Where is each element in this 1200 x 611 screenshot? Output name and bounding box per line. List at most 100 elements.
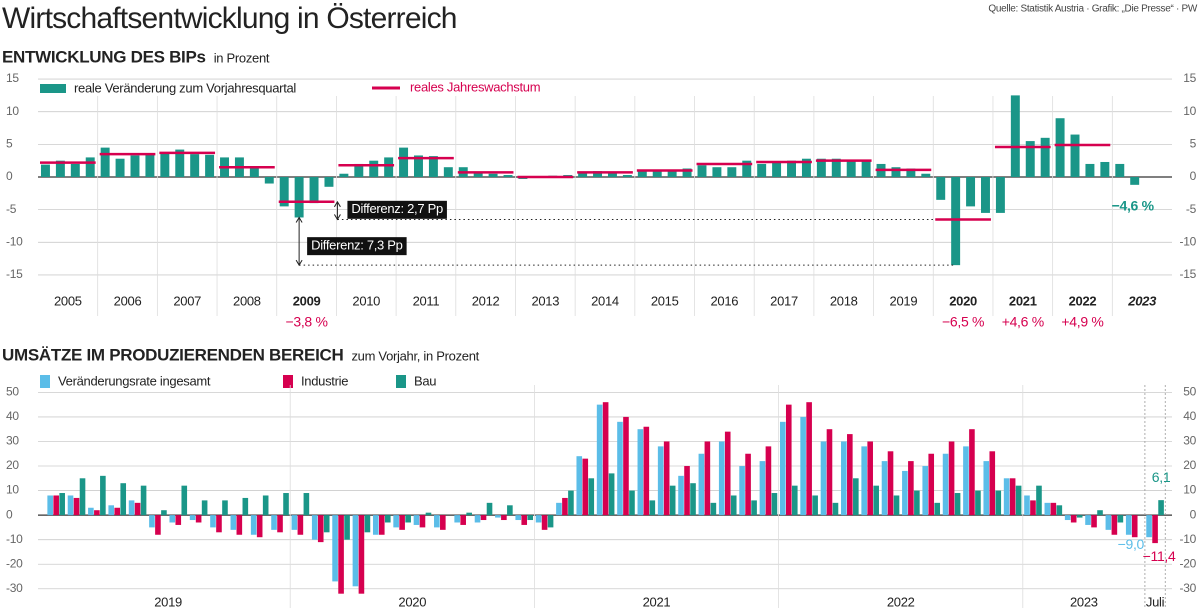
bar (1105, 515, 1112, 530)
bar (922, 466, 929, 516)
page-title: Wirtschaftsentwicklung in Österreich (2, 2, 457, 35)
bar (914, 490, 920, 516)
bar (94, 510, 100, 516)
y-tick-label: 50 (6, 385, 19, 399)
bar (1111, 515, 1118, 535)
bar (384, 515, 391, 523)
bar (443, 167, 453, 177)
bar (757, 163, 767, 177)
y-tick-label: -5 (1186, 202, 1197, 216)
bar (578, 171, 588, 177)
x-tick-label: 2022 (887, 594, 915, 609)
bar (562, 497, 568, 516)
legend-label: Veränderungsrate ingesamt (58, 373, 211, 388)
bar (503, 175, 513, 177)
bar (372, 515, 379, 535)
bar (120, 483, 127, 516)
bar (853, 478, 859, 516)
bar (399, 515, 405, 530)
y-tick-label: -10 (1180, 532, 1197, 546)
y-tick-label: -20 (1180, 556, 1197, 570)
bar (1097, 510, 1103, 516)
x-tick-label: 2006 (114, 293, 142, 308)
bar (1130, 177, 1140, 185)
bar (140, 485, 147, 516)
bar (727, 167, 737, 177)
bar (1009, 478, 1016, 516)
bar (190, 154, 200, 177)
bar (352, 515, 359, 587)
value-label: +4,9 % (1061, 314, 1103, 330)
y-tick-label: 5 (1190, 137, 1197, 151)
y-tick-label: -10 (6, 532, 23, 546)
legend-swatch (40, 84, 66, 93)
bar (236, 515, 243, 535)
bar (507, 505, 513, 516)
y-tick-label: 5 (6, 137, 13, 151)
y-tick-label: -30 (6, 581, 23, 595)
bar (995, 177, 1005, 213)
bar (861, 446, 867, 516)
bar (1117, 515, 1124, 523)
bar (460, 515, 466, 525)
bar (474, 515, 481, 523)
bar (841, 441, 847, 516)
bar (59, 493, 65, 516)
bar (893, 495, 900, 516)
bar (622, 175, 632, 177)
bar (682, 168, 692, 177)
source: Quelle: Statistik Austria · Grafik: „Die… (988, 4, 1197, 15)
bar (697, 165, 707, 177)
bar (710, 502, 717, 516)
bar (861, 160, 871, 177)
x-tick-label: 2015 (651, 293, 679, 308)
bar (414, 155, 423, 177)
bar (262, 495, 269, 516)
bar (317, 515, 324, 543)
bar (73, 497, 80, 516)
bar (210, 515, 216, 528)
bar (364, 515, 371, 533)
bar (881, 461, 888, 516)
bar (1115, 163, 1125, 177)
bar (1085, 163, 1095, 177)
x-tick-label: 2014 (591, 293, 619, 308)
bar (279, 177, 289, 207)
bar (826, 429, 833, 516)
bar (602, 402, 609, 516)
x-tick-label: 2019 (890, 293, 918, 308)
x-tick-label: 2011 (413, 293, 440, 308)
bar (724, 431, 731, 516)
bar (128, 500, 135, 516)
bar (256, 515, 263, 538)
bar (55, 160, 65, 177)
bar (832, 502, 839, 516)
bar (759, 461, 766, 516)
bar (413, 515, 420, 525)
bar (466, 512, 472, 516)
bar (486, 502, 493, 516)
y-tick-label: -5 (6, 202, 17, 216)
y-tick-label: -10 (6, 234, 23, 248)
section-title: UMSÄTZE IM PRODUZIERENDEN BEREICH (2, 345, 343, 364)
bar (1003, 478, 1010, 516)
bar (867, 441, 873, 516)
bar (921, 173, 931, 177)
bar (963, 446, 969, 516)
bar (718, 441, 725, 516)
bar (995, 490, 1002, 516)
y-tick-label: 0 (1190, 169, 1197, 183)
bar (425, 512, 432, 516)
bar (908, 461, 914, 516)
legend-label: reales Jahreswachstum (410, 79, 540, 94)
bar (1152, 515, 1158, 544)
bar (1010, 95, 1020, 177)
bar (588, 478, 595, 516)
bar (669, 485, 676, 516)
bar (847, 434, 853, 516)
bar (887, 451, 894, 516)
annotation-box (307, 237, 407, 256)
x-tick-label: 2010 (352, 293, 380, 308)
value-label: −9,0 (1118, 536, 1145, 552)
bar (47, 495, 53, 516)
